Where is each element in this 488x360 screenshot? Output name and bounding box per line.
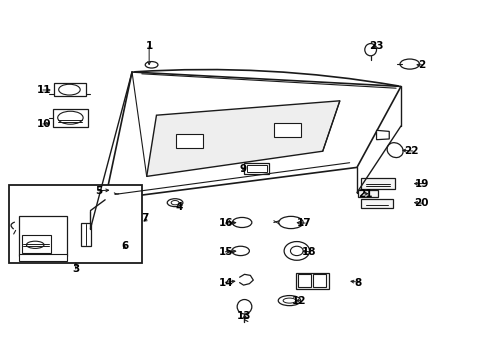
- Text: 4: 4: [175, 202, 183, 212]
- Bar: [298, 274, 310, 287]
- Text: 13: 13: [237, 311, 251, 321]
- Text: 14: 14: [219, 278, 233, 288]
- Bar: [273, 123, 300, 137]
- Bar: [19, 254, 67, 261]
- Text: 5: 5: [96, 186, 102, 196]
- Text: 19: 19: [413, 179, 428, 189]
- Bar: [21, 235, 51, 253]
- Bar: [54, 83, 85, 96]
- Bar: [360, 199, 392, 208]
- Bar: [246, 165, 266, 172]
- Bar: [360, 178, 394, 189]
- Text: 17: 17: [296, 218, 311, 228]
- Text: 7: 7: [141, 213, 149, 223]
- Text: 9: 9: [240, 164, 246, 174]
- Text: 12: 12: [291, 296, 306, 306]
- Bar: [19, 216, 67, 256]
- Text: 18: 18: [301, 247, 316, 257]
- Text: 6: 6: [121, 240, 128, 251]
- Text: 23: 23: [368, 41, 383, 51]
- Polygon shape: [105, 72, 400, 200]
- Bar: [53, 109, 88, 127]
- Text: 1: 1: [145, 41, 152, 51]
- Text: 15: 15: [219, 247, 233, 257]
- Text: 16: 16: [219, 218, 233, 228]
- Bar: [176, 134, 203, 148]
- Bar: [9, 185, 142, 263]
- Bar: [312, 274, 325, 287]
- Text: 8: 8: [354, 278, 361, 288]
- Bar: [295, 273, 328, 289]
- Polygon shape: [146, 101, 339, 176]
- Text: 3: 3: [72, 264, 79, 274]
- Bar: [357, 190, 377, 197]
- Bar: [244, 163, 268, 174]
- Text: 10: 10: [37, 119, 51, 129]
- Polygon shape: [376, 130, 388, 140]
- Text: 21: 21: [358, 189, 372, 199]
- Text: 11: 11: [37, 85, 51, 95]
- Text: 2: 2: [417, 60, 424, 70]
- Text: 20: 20: [413, 198, 428, 208]
- Bar: [81, 223, 91, 246]
- Text: 22: 22: [404, 146, 418, 156]
